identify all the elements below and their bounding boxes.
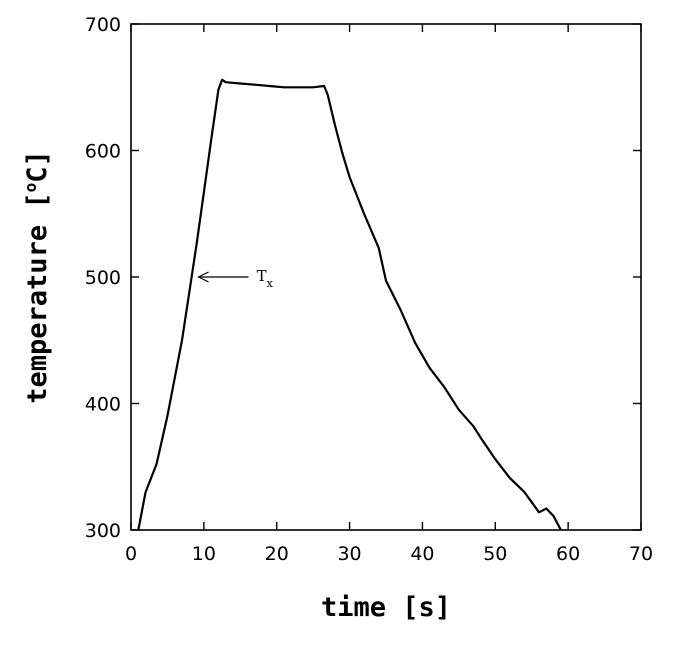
annotation-label: Tx [257,267,274,290]
annotation-label-main: T [257,267,267,285]
y-axis-ticks: 300 400 500 600 700 [85,14,641,542]
y-tick-label: 300 [85,520,121,542]
y-tick-label: 400 [85,394,121,416]
y-axis-title: temperature [oC] [21,150,53,403]
x-tick-label: 50 [483,543,507,565]
y-axis-title-unit: C] [22,150,53,183]
annotation-arrow-head [197,271,209,283]
y-axis-title-degree: o [21,183,40,193]
y-tick-label: 600 [85,141,121,163]
x-tick-label: 20 [265,543,289,565]
y-tick-label: 700 [85,14,121,36]
x-tick-label: 70 [629,543,653,565]
y-tick-label: 500 [85,267,121,289]
y-axis-title-base: temperature [ [22,192,53,403]
annotation-label-subscript: x [267,277,274,290]
x-tick-label: 10 [192,543,216,565]
x-tick-label: 60 [556,543,580,565]
series-layer [137,78,562,531]
temperature-series-line [137,78,562,531]
x-tick-label: 40 [410,543,434,565]
x-tick-label: 0 [125,543,137,565]
x-axis-ticks: 0 10 20 30 40 50 60 70 [125,24,653,565]
x-axis-title: time [s] [321,592,451,623]
annotation-layer: Tx [197,267,274,290]
x-tick-label: 30 [337,543,361,565]
